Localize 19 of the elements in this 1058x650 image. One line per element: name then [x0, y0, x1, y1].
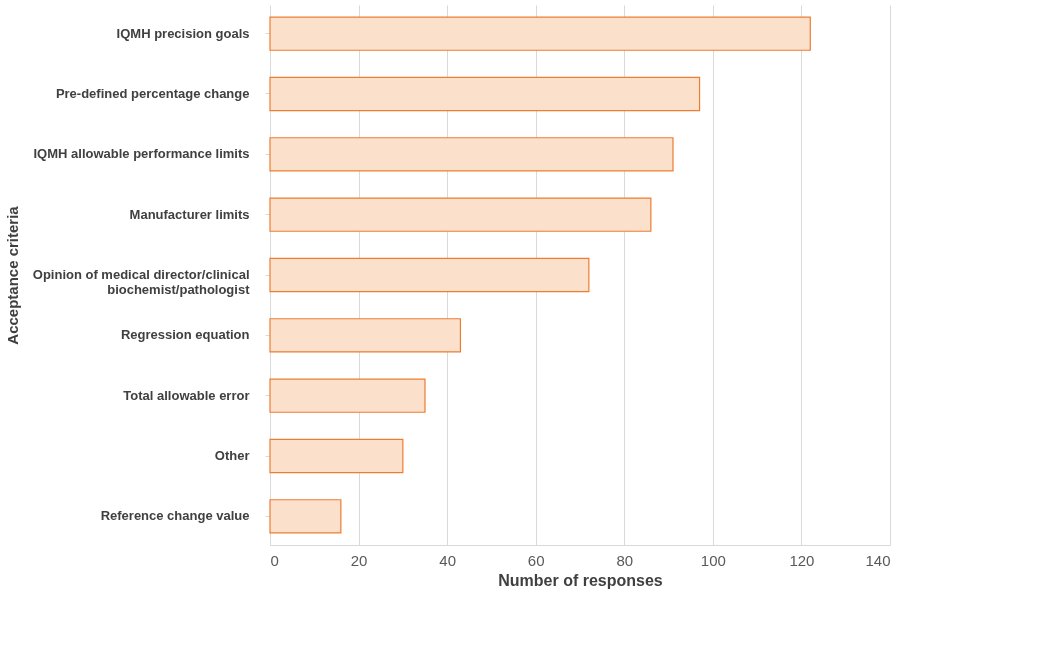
y-tick-label: IQMH precision goals	[116, 25, 250, 41]
x-tick-label: 80	[616, 551, 634, 569]
x-tick-label: 120	[789, 551, 815, 569]
x-tick-label: 0	[270, 551, 279, 569]
y-tick-label: Total allowable error	[123, 387, 250, 403]
y-tick-label: Other	[214, 448, 250, 464]
x-axis-title: Number of responses	[498, 571, 663, 589]
y-tick-label: Manufacturer limits	[129, 206, 250, 222]
x-tick-label: 100	[700, 551, 726, 569]
y-tick-label: Opinion of medical director/clinical biochemist/pathologist	[32, 267, 251, 297]
x-tick-label: 20	[350, 551, 368, 569]
y-tick-label: IQMH allowable performance limits	[33, 146, 250, 162]
y-axis-title: Acceptance criteria	[3, 205, 21, 345]
x-tick-label: 60	[527, 551, 545, 569]
x-tick-label: 140	[865, 551, 891, 569]
y-tick-label: Reference change value	[100, 508, 250, 524]
y-tick-label: Pre-defined percentage change	[55, 85, 250, 101]
y-tick-label: Regression equation	[120, 327, 250, 343]
x-tick-label: 40	[439, 551, 456, 569]
